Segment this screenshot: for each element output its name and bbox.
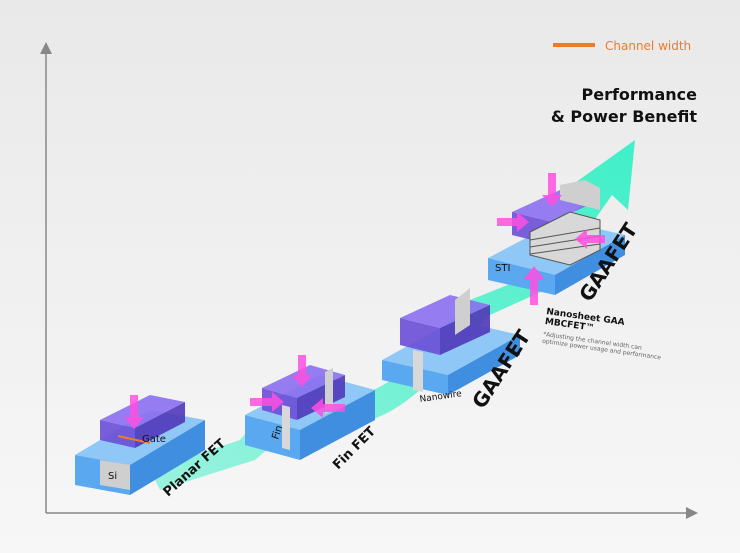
fin-label: Fin [270, 424, 285, 441]
performance-arrow [150, 140, 635, 490]
left-force-arrow-icon [311, 398, 345, 418]
nanowire-label: Nanowire [419, 389, 463, 405]
finfet-block: Fin [245, 355, 375, 460]
up-force-arrow-icon [523, 266, 545, 305]
headline-line2: & Power Benefit [551, 107, 697, 126]
sti-label: STI [495, 263, 510, 274]
legend-label: Channel width [605, 39, 691, 53]
planar-fet-block: Si Gate [75, 395, 205, 495]
right-force-arrow-icon [250, 392, 284, 412]
nanosheet-block: STI [488, 173, 625, 305]
si-label: Si [108, 471, 117, 482]
nanowire-block [382, 288, 520, 395]
down-force-arrow-icon [124, 395, 144, 429]
left-force-arrow-icon [575, 229, 605, 249]
down-force-arrow-icon [292, 355, 312, 387]
right-force-arrow-icon [497, 212, 529, 232]
down-force-arrow-icon [542, 173, 562, 207]
gate-label: Gate [142, 434, 166, 445]
headline-line1: Performance [581, 85, 697, 104]
